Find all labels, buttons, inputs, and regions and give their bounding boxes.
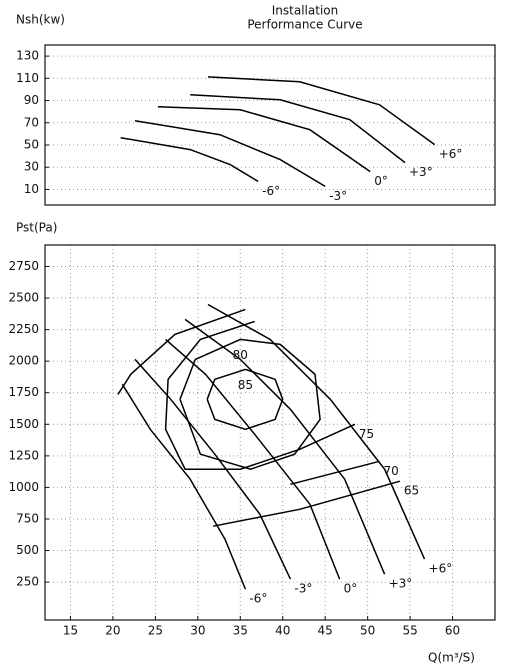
curve-label: 85 bbox=[238, 378, 253, 392]
x-tick-label: 15 bbox=[63, 624, 78, 638]
x-tick-label: 45 bbox=[318, 624, 333, 638]
curve bbox=[157, 106, 371, 173]
x-tick-label: 25 bbox=[148, 624, 163, 638]
curve-label: +6° bbox=[429, 562, 453, 576]
curve bbox=[134, 119, 326, 188]
y-tick-label: 70 bbox=[24, 115, 39, 129]
y-tick-label: 1750 bbox=[8, 385, 39, 399]
x-tick-label: 40 bbox=[275, 624, 290, 638]
curve bbox=[165, 338, 341, 580]
y-tick-label: 1500 bbox=[8, 417, 39, 431]
curve bbox=[212, 480, 401, 527]
curve bbox=[206, 368, 284, 431]
curve bbox=[184, 318, 386, 575]
chart-title: Installation bbox=[272, 4, 338, 18]
x-tick-label: 35 bbox=[233, 624, 248, 638]
curve bbox=[164, 320, 356, 470]
y-tick-label: 2000 bbox=[8, 354, 39, 368]
curve-label: -6° bbox=[249, 592, 267, 606]
plot-frame bbox=[44, 44, 496, 206]
curve-label: 70 bbox=[384, 464, 399, 478]
y-tick-label: 1250 bbox=[8, 448, 39, 462]
curve-label: -3° bbox=[329, 189, 347, 203]
curve-label: -3° bbox=[294, 582, 312, 596]
curve-label: +3° bbox=[409, 165, 433, 179]
y-axis-label: Nsh(kw) bbox=[16, 13, 65, 27]
curve-label: 65 bbox=[404, 484, 419, 498]
y-tick-label: 130 bbox=[16, 49, 39, 63]
chart-subtitle: Performance Curve bbox=[247, 18, 362, 32]
curve bbox=[207, 76, 436, 146]
y-axis-label: Pst(Pa) bbox=[16, 221, 57, 235]
x-axis-label: Q(m³/S) bbox=[428, 651, 475, 665]
curve-label: 0° bbox=[344, 582, 358, 596]
plot-frame bbox=[44, 244, 496, 621]
curve-label: -6° bbox=[262, 184, 280, 198]
curve-label: 80 bbox=[233, 348, 248, 362]
curve bbox=[121, 383, 247, 590]
curve-label: +3° bbox=[389, 577, 413, 591]
x-tick-label: 60 bbox=[445, 624, 460, 638]
curve-label: +6° bbox=[439, 147, 463, 161]
y-tick-label: 30 bbox=[24, 160, 39, 174]
y-tick-label: 10 bbox=[24, 182, 39, 196]
x-tick-label: 20 bbox=[105, 624, 120, 638]
curve bbox=[120, 136, 259, 183]
x-tick-label: 30 bbox=[190, 624, 205, 638]
x-tick-label: 55 bbox=[402, 624, 417, 638]
y-tick-label: 110 bbox=[16, 71, 39, 85]
y-tick-label: 250 bbox=[16, 575, 39, 589]
y-tick-label: 90 bbox=[24, 93, 39, 107]
curve-label: 75 bbox=[359, 427, 374, 441]
y-tick-label: 2250 bbox=[8, 322, 39, 336]
y-tick-label: 1000 bbox=[8, 480, 39, 494]
x-tick-label: 50 bbox=[360, 624, 375, 638]
curve bbox=[117, 308, 380, 486]
curve bbox=[190, 94, 406, 164]
curve bbox=[207, 303, 426, 560]
curve bbox=[179, 338, 321, 470]
y-tick-label: 750 bbox=[16, 511, 39, 525]
y-tick-label: 500 bbox=[16, 543, 39, 557]
curve bbox=[134, 358, 292, 580]
curve-label: 0° bbox=[374, 174, 388, 188]
y-tick-label: 50 bbox=[24, 138, 39, 152]
y-tick-label: 2500 bbox=[8, 291, 39, 305]
y-tick-label: 2750 bbox=[8, 259, 39, 273]
